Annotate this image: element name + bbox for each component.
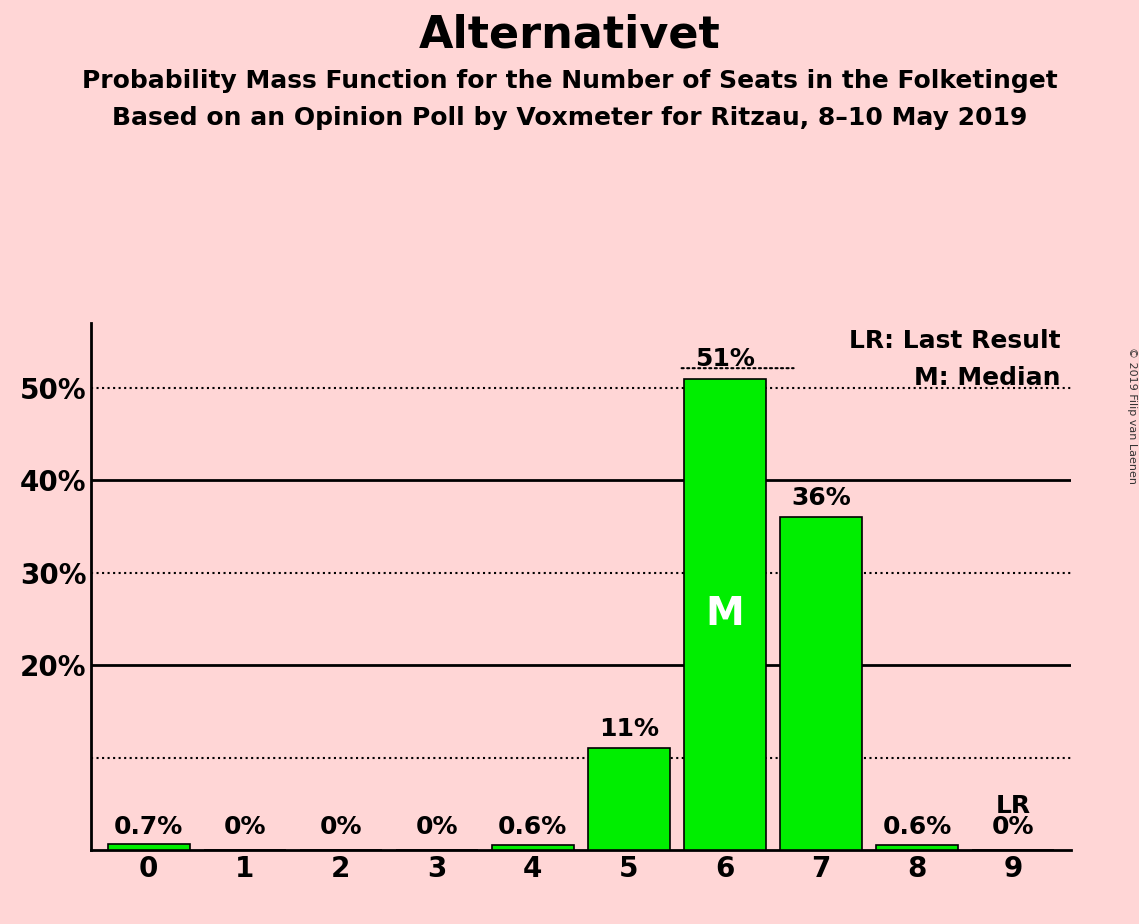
Text: LR: Last Result: LR: Last Result: [850, 329, 1060, 353]
Text: M: Median: M: Median: [915, 366, 1060, 390]
Text: 0%: 0%: [416, 815, 458, 839]
Bar: [876, 845, 958, 850]
Text: 51%: 51%: [695, 347, 755, 371]
Text: 0.6%: 0.6%: [883, 815, 951, 839]
Bar: [492, 845, 574, 850]
Text: 0.6%: 0.6%: [498, 815, 567, 839]
Text: 0%: 0%: [320, 815, 362, 839]
Text: M: M: [705, 595, 744, 634]
Text: Based on an Opinion Poll by Voxmeter for Ritzau, 8–10 May 2019: Based on an Opinion Poll by Voxmeter for…: [112, 106, 1027, 130]
Text: 11%: 11%: [599, 717, 658, 741]
Text: © 2019 Filip van Laenen: © 2019 Filip van Laenen: [1126, 347, 1137, 484]
Text: 36%: 36%: [792, 486, 851, 510]
Bar: [588, 748, 670, 850]
Text: Probability Mass Function for the Number of Seats in the Folketinget: Probability Mass Function for the Number…: [82, 69, 1057, 93]
Text: 0.7%: 0.7%: [114, 815, 183, 839]
Bar: [108, 844, 189, 850]
Bar: [780, 517, 862, 850]
Text: 0%: 0%: [223, 815, 267, 839]
Text: 0%: 0%: [992, 815, 1034, 839]
Text: Alternativet: Alternativet: [419, 14, 720, 57]
Text: LR: LR: [995, 794, 1031, 818]
Bar: [685, 379, 765, 850]
